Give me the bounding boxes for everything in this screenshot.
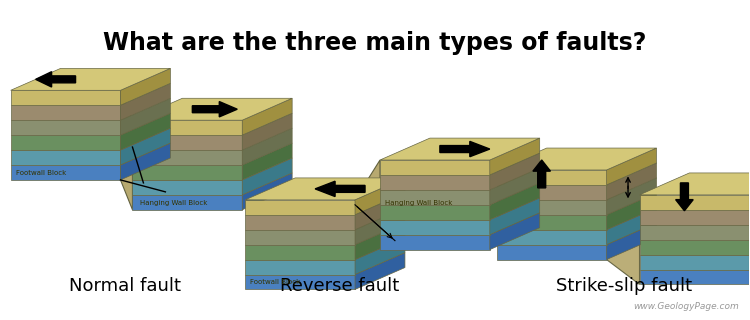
- Polygon shape: [607, 223, 656, 260]
- Text: www.GeologyPage.com: www.GeologyPage.com: [634, 302, 740, 311]
- Polygon shape: [355, 223, 405, 260]
- Text: What are the three main types of faults?: What are the three main types of faults?: [104, 31, 646, 55]
- Polygon shape: [496, 170, 607, 185]
- Polygon shape: [133, 195, 242, 210]
- FancyArrow shape: [676, 183, 693, 211]
- Polygon shape: [355, 252, 405, 289]
- Polygon shape: [121, 90, 133, 210]
- Polygon shape: [245, 244, 355, 260]
- Polygon shape: [10, 68, 170, 90]
- Polygon shape: [355, 193, 405, 230]
- Polygon shape: [607, 208, 656, 244]
- Polygon shape: [355, 238, 405, 275]
- Polygon shape: [10, 120, 121, 135]
- Polygon shape: [496, 215, 607, 230]
- Polygon shape: [640, 255, 749, 269]
- Polygon shape: [10, 90, 121, 105]
- Polygon shape: [496, 185, 607, 200]
- FancyArrow shape: [36, 72, 76, 87]
- Polygon shape: [607, 148, 656, 185]
- Polygon shape: [245, 230, 355, 244]
- Polygon shape: [245, 260, 355, 275]
- Polygon shape: [10, 105, 121, 120]
- Polygon shape: [607, 193, 656, 230]
- Polygon shape: [490, 138, 540, 175]
- Polygon shape: [607, 163, 656, 200]
- Polygon shape: [380, 205, 490, 220]
- Polygon shape: [380, 138, 540, 160]
- Polygon shape: [133, 135, 242, 150]
- Polygon shape: [380, 175, 490, 190]
- Polygon shape: [496, 230, 607, 244]
- Polygon shape: [245, 215, 355, 230]
- Polygon shape: [242, 158, 292, 195]
- Polygon shape: [355, 178, 405, 215]
- Polygon shape: [10, 150, 121, 165]
- Polygon shape: [496, 148, 656, 170]
- Polygon shape: [490, 168, 540, 205]
- Polygon shape: [10, 135, 121, 150]
- Text: Reverse fault: Reverse fault: [280, 277, 400, 295]
- Polygon shape: [380, 220, 490, 235]
- Polygon shape: [242, 173, 292, 210]
- Polygon shape: [121, 98, 170, 135]
- Text: Normal fault: Normal fault: [70, 277, 182, 295]
- Polygon shape: [380, 235, 490, 250]
- FancyArrow shape: [533, 160, 550, 188]
- Polygon shape: [242, 128, 292, 165]
- Polygon shape: [640, 210, 749, 225]
- Polygon shape: [245, 275, 355, 289]
- Polygon shape: [640, 173, 750, 195]
- Polygon shape: [245, 200, 355, 215]
- FancyArrow shape: [315, 181, 365, 196]
- Polygon shape: [607, 170, 640, 284]
- Text: Hanging Wall Block: Hanging Wall Block: [385, 200, 452, 206]
- Polygon shape: [490, 198, 540, 235]
- FancyArrow shape: [192, 101, 237, 117]
- Polygon shape: [121, 143, 170, 180]
- Polygon shape: [496, 200, 607, 215]
- Polygon shape: [607, 178, 656, 215]
- Polygon shape: [242, 143, 292, 180]
- Polygon shape: [640, 269, 749, 284]
- Polygon shape: [490, 213, 540, 250]
- Polygon shape: [242, 113, 292, 150]
- Text: Footwall Block: Footwall Block: [251, 279, 301, 285]
- Polygon shape: [380, 190, 490, 205]
- Polygon shape: [490, 183, 540, 220]
- Polygon shape: [242, 98, 292, 135]
- Polygon shape: [133, 165, 242, 180]
- Polygon shape: [133, 120, 242, 135]
- Polygon shape: [10, 165, 121, 180]
- FancyArrow shape: [440, 141, 490, 157]
- Polygon shape: [380, 160, 490, 175]
- Polygon shape: [245, 178, 405, 200]
- Text: Footwall Block: Footwall Block: [16, 170, 66, 176]
- Polygon shape: [121, 68, 170, 105]
- Polygon shape: [133, 98, 292, 120]
- Polygon shape: [133, 180, 242, 195]
- Polygon shape: [355, 208, 405, 244]
- Polygon shape: [355, 160, 380, 289]
- Polygon shape: [133, 150, 242, 165]
- Polygon shape: [640, 240, 749, 255]
- Polygon shape: [121, 128, 170, 165]
- Text: Strike-slip fault: Strike-slip fault: [556, 277, 692, 295]
- Polygon shape: [640, 195, 749, 210]
- Polygon shape: [496, 244, 607, 260]
- Text: Hanging Wall Block: Hanging Wall Block: [140, 200, 208, 206]
- Polygon shape: [121, 113, 170, 150]
- Polygon shape: [640, 225, 749, 240]
- Polygon shape: [490, 153, 540, 190]
- Polygon shape: [121, 83, 170, 120]
